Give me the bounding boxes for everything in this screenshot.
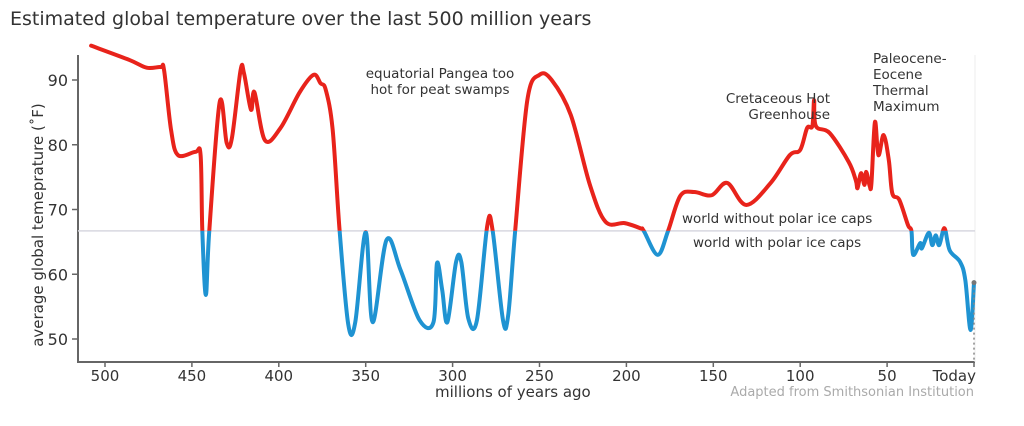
y-tick-label: 60 [48,265,68,284]
annotation-pangea-text: equatorial Pangea too hot for peat swamp… [365,66,515,98]
x-tick-label: 200 [612,367,641,385]
x-tick-label: 500 [91,367,120,385]
chart-title: Estimated global temperature over the la… [10,8,592,30]
x-axis-label: millions of years ago [435,383,591,401]
x-tick-label: 250 [525,367,554,385]
threshold-label-above: world without polar ice caps [682,211,873,227]
credit-note: Adapted from Smithsonian Institution [730,385,974,400]
x-tick-label: Today [932,367,977,385]
temperature-line-warm [89,43,948,231]
x-tick-label: 400 [264,367,293,385]
annotation-petm: Paleocene-Eocene Thermal Maximum [873,51,947,115]
today-marker-dot [971,280,977,286]
x-tick-label: 450 [178,367,207,385]
x-tick-label: 100 [786,367,815,385]
x-tick-label: 300 [438,367,467,385]
annotation-pangea: equatorial Pangea too hot for peat swamp… [365,66,515,98]
y-tick-label: 50 [48,330,68,349]
annotation-cretaceous: Cretaceous Hot Greenhouse [725,91,830,123]
y-tick-label: 80 [48,136,68,155]
y-tick-label: 70 [48,201,68,220]
x-tick-label: 50 [878,367,897,385]
x-tick-label: 150 [699,367,728,385]
temperature-line-cold [200,230,976,337]
y-tick-label: 90 [48,71,68,90]
x-tick-label: 350 [351,367,380,385]
threshold-label-below: world with polar ice caps [693,235,862,251]
